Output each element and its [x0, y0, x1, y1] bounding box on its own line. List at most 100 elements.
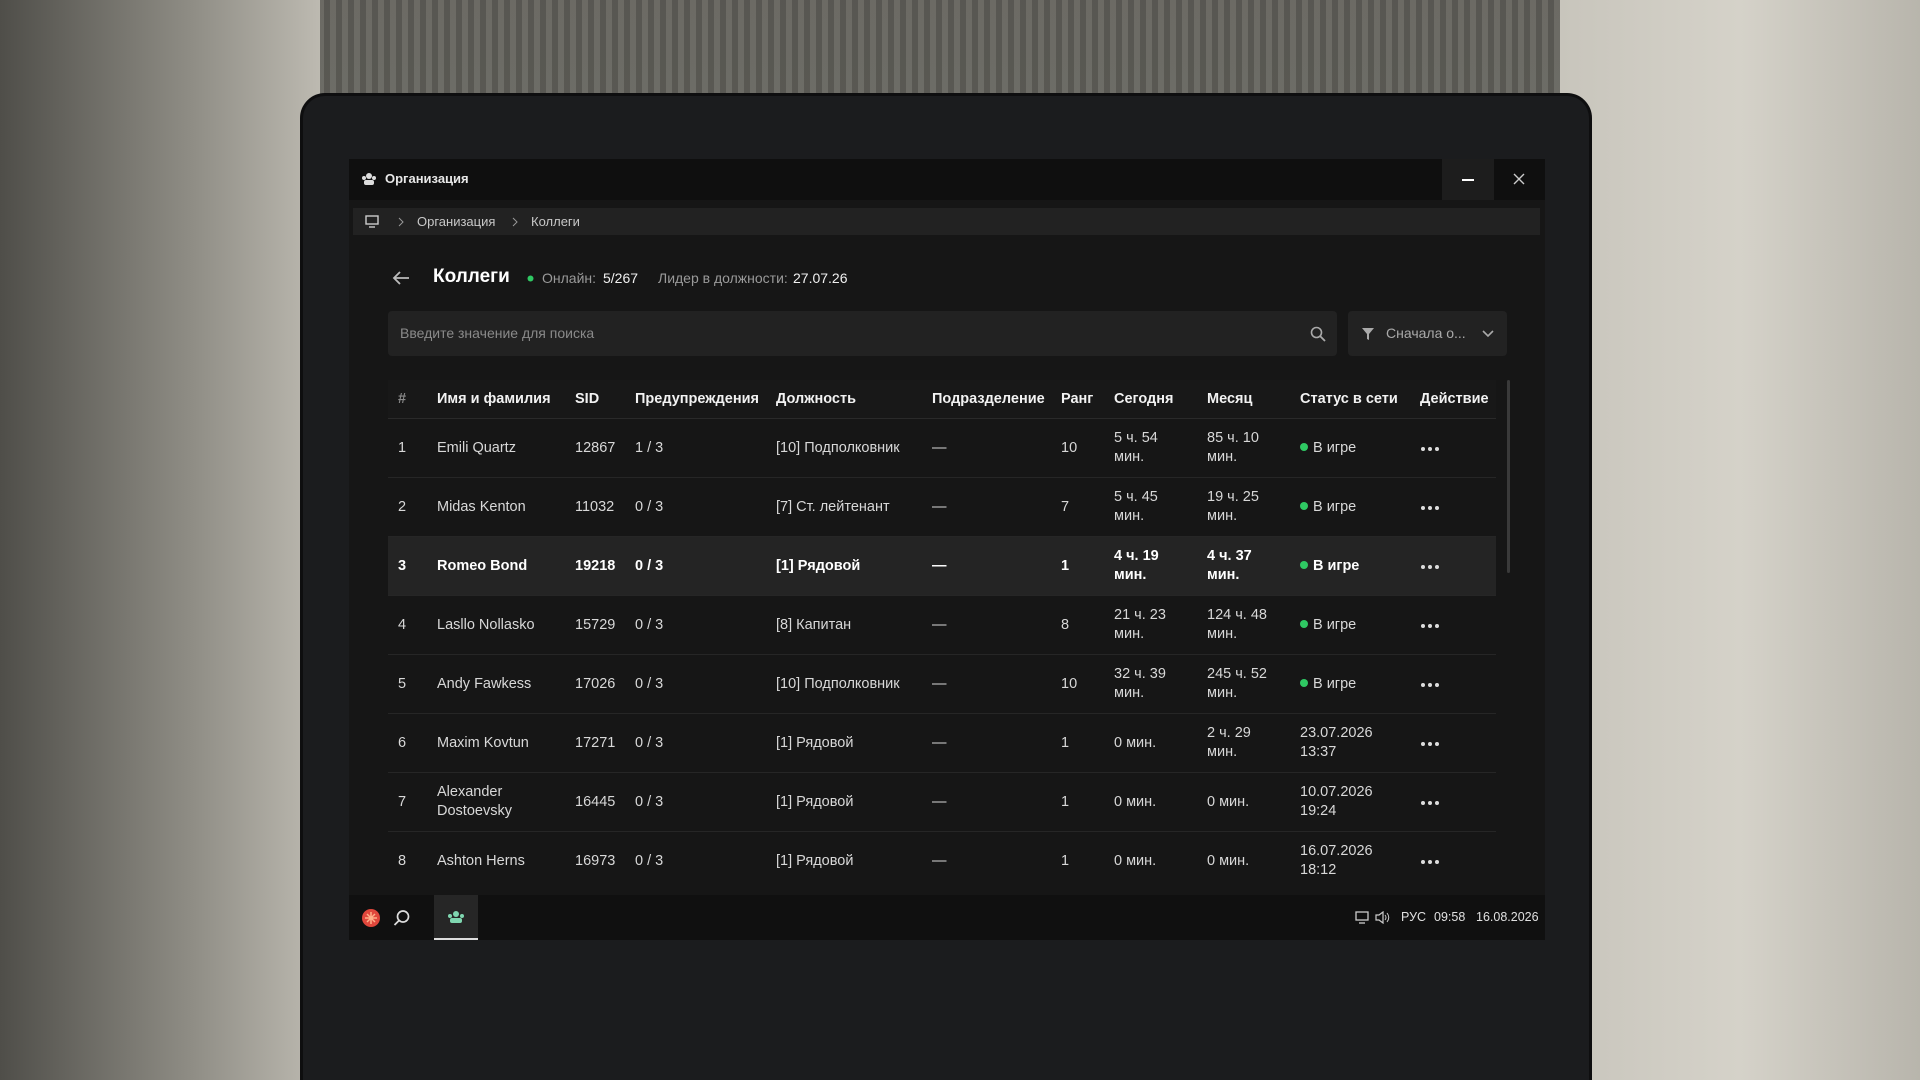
- cell-text: —: [932, 439, 947, 456]
- table-cell: 1: [1051, 713, 1104, 773]
- table-cell: [1] Рядовой: [766, 536, 922, 596]
- cell-text: 0 мин.: [1207, 852, 1250, 869]
- sort-dropdown[interactable]: Сначала о...: [1348, 311, 1507, 356]
- cell-text: 7: [398, 793, 407, 810]
- table-cell: 245 ч. 52 мин.: [1197, 654, 1290, 714]
- page-title: Коллеги: [433, 266, 510, 287]
- table-cell: —: [922, 654, 1051, 714]
- table-row[interactable]: 7 Alexander Dostoevsky 16445 0 / 3 [1] Рядов…: [388, 772, 1496, 832]
- table-cell: 23.07.2026 13:37: [1290, 713, 1410, 773]
- cell-text: 17271: [575, 734, 616, 751]
- table-cell: Maxim Kovtun: [427, 713, 565, 773]
- cell-text: 10.07.2026 19:24: [1300, 784, 1373, 819]
- column-header: Действие: [1410, 380, 1496, 419]
- column-header: Ранг: [1051, 380, 1104, 419]
- clock-time: 09:58: [1434, 910, 1466, 924]
- table-row[interactable]: 2 Midas Kenton 11032 0 / 3 [7] Ст. лейтенант…: [388, 477, 1496, 537]
- table-cell: 17026: [565, 654, 625, 714]
- back-button[interactable]: [391, 270, 411, 286]
- leader-value: 27.07.26: [793, 270, 848, 286]
- breadcrumb-item[interactable]: Организация: [417, 214, 496, 229]
- minimize-button[interactable]: [1442, 159, 1494, 200]
- more-button[interactable]: [1420, 741, 1440, 747]
- table-cell: Midas Kenton: [427, 477, 565, 537]
- close-button[interactable]: [1493, 159, 1545, 200]
- table-cell: 16.07.2026 18:12: [1290, 831, 1410, 876]
- online-count: 5/267: [603, 270, 639, 286]
- cell-text: —: [932, 852, 947, 869]
- breadcrumb-item[interactable]: Коллеги: [531, 214, 580, 229]
- more-button[interactable]: [1420, 623, 1440, 629]
- search-placeholder: Введите значение для поиска: [400, 325, 595, 341]
- table-row[interactable]: 8 Ashton Herns 16973 0 / 3 [1] Рядовой — 1 0 ми…: [388, 831, 1496, 876]
- table-cell: [1] Рядовой: [766, 831, 922, 876]
- cell-text: В игре: [1313, 675, 1357, 692]
- cell-text: [7] Ст. лейтенант: [776, 498, 890, 515]
- table-cell: —: [922, 418, 1051, 478]
- sort-label: Сначала о...: [1386, 325, 1466, 341]
- table-row[interactable]: 5 Andy Fawkess 17026 0 / 3 [10] Подполковник…: [388, 654, 1496, 714]
- table-cell: 1 / 3: [625, 418, 766, 478]
- cell-text: 2: [398, 498, 407, 515]
- cell-text: В игре: [1313, 498, 1357, 515]
- table-cell: 10: [1051, 418, 1104, 478]
- table-row[interactable]: 6 Maxim Kovtun 17271 0 / 3 [1] Рядовой — 1 0 ми…: [388, 713, 1496, 773]
- table-cell: Romeo Bond: [427, 536, 565, 596]
- table-row[interactable]: 1 Emili Quartz 12867 1 / 3 [10] Подполковник…: [388, 418, 1496, 478]
- cell-text: 32 ч. 39 мин.: [1114, 666, 1166, 701]
- network-icon[interactable]: [1355, 911, 1369, 924]
- start-button[interactable]: [361, 908, 381, 928]
- cell-text: 17026: [575, 675, 616, 692]
- more-button[interactable]: [1420, 564, 1440, 570]
- cell-text: 5: [398, 675, 407, 692]
- cell-text: 19 ч. 25 мин.: [1207, 489, 1259, 524]
- table-cell: —: [922, 477, 1051, 537]
- more-button[interactable]: [1420, 505, 1440, 511]
- table-cell: 0 мин.: [1104, 772, 1197, 832]
- breadcrumb: Организация Коллеги: [353, 208, 1540, 235]
- table-row[interactable]: 4 Lasllo Nollasko 15729 0 / 3 [8] Капитан — 8 2…: [388, 595, 1496, 655]
- cell-text: —: [932, 675, 947, 692]
- language[interactable]: РУС: [1401, 910, 1427, 924]
- more-button[interactable]: [1420, 682, 1440, 688]
- table-cell: Lasllo Nollasko: [427, 595, 565, 655]
- cell-text: [1] Рядовой: [776, 852, 854, 869]
- table-cell: 124 ч. 48 мин.: [1197, 595, 1290, 655]
- table-row[interactable]: 3 Romeo Bond 19218 0 / 3 [1] Рядовой — 1 4 ч. 1…: [388, 536, 1496, 596]
- cell-text: 12867: [575, 439, 616, 456]
- action-cell: [1410, 772, 1496, 832]
- table-cell: [10] Подполковник: [766, 418, 922, 478]
- cell-text: [1] Рядовой: [776, 557, 861, 574]
- cell-text: 15729: [575, 616, 616, 633]
- search-input[interactable]: Введите значение для поиска: [388, 311, 1337, 356]
- action-cell: [1410, 831, 1496, 876]
- cell-text: 8: [1061, 616, 1070, 633]
- search-button[interactable]: [393, 909, 411, 927]
- cell-text: [1] Рядовой: [776, 734, 854, 751]
- more-button[interactable]: [1420, 859, 1440, 865]
- cell-text: 0 / 3: [635, 734, 664, 751]
- cell-text: Emili Quartz: [437, 439, 516, 456]
- more-button[interactable]: [1420, 800, 1440, 806]
- status-dot: [1300, 442, 1308, 451]
- cell-text: 0 / 3: [635, 498, 664, 515]
- table-cell: 85 ч. 10 мин.: [1197, 418, 1290, 478]
- column-header: Сегодня: [1104, 380, 1197, 419]
- online-label: Онлайн:: [542, 270, 597, 286]
- cell-text: 85 ч. 10 мин.: [1207, 430, 1259, 465]
- status-dot: [1300, 678, 1308, 687]
- home-icon[interactable]: [365, 215, 379, 228]
- cell-text: В игре: [1313, 439, 1357, 456]
- cell-text: 0 / 3: [635, 557, 664, 574]
- cell-text: 5 ч. 54 мин.: [1114, 430, 1158, 465]
- volume-icon[interactable]: [1375, 911, 1391, 924]
- table-cell: 1: [1051, 536, 1104, 596]
- wall: [0, 0, 320, 1080]
- cell-text: 124 ч. 48 мин.: [1207, 607, 1267, 642]
- table-cell: 2 ч. 29 мин.: [1197, 713, 1290, 773]
- more-button[interactable]: [1420, 446, 1440, 452]
- scrollbar[interactable]: [1507, 380, 1510, 573]
- taskbar-app[interactable]: [434, 895, 478, 940]
- table-cell: [7] Ст. лейтенант: [766, 477, 922, 537]
- table-cell: 19 ч. 25 мин.: [1197, 477, 1290, 537]
